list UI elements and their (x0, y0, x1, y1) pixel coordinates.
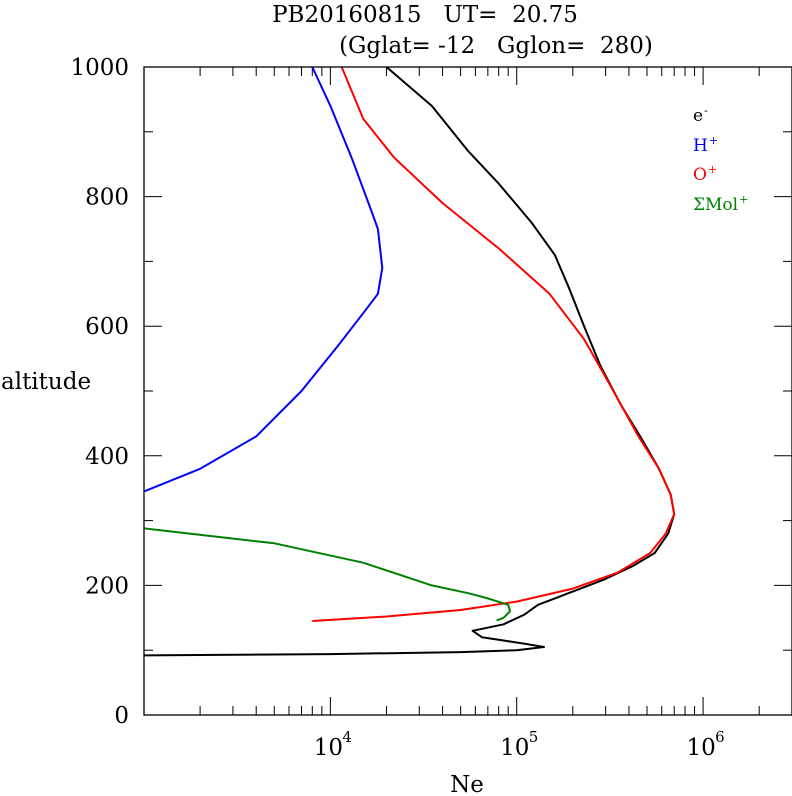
x-tick-label: 10 (500, 735, 529, 761)
x-tick-label-exponent: 6 (715, 728, 725, 746)
legend-item: e (693, 106, 703, 126)
y-tick-label: 1000 (70, 55, 129, 81)
y-tick-label: 600 (85, 314, 129, 340)
x-tick-label: 10 (314, 735, 343, 761)
y-axis-label: altitude (1, 369, 91, 395)
series-line-oxygen-ion (312, 67, 676, 622)
series-line-electron (144, 67, 676, 657)
legend-item-superscript: - (704, 104, 708, 117)
chart-title-line1: PB20160815 UT= 20.75 (272, 2, 578, 28)
legend-item: ΣMol (693, 195, 738, 215)
series-line-molecular-ions (144, 527, 511, 622)
x-axis-label: Ne (450, 772, 484, 796)
legend-item: O (693, 165, 707, 185)
x-tick-label-exponent: 5 (529, 728, 539, 746)
legend-item-superscript: + (709, 134, 718, 147)
y-tick-label: 0 (114, 703, 129, 729)
plot-frame (143, 66, 792, 716)
y-tick-label: 800 (85, 185, 129, 211)
x-tick-label-exponent: 4 (342, 728, 352, 746)
y-tick-label: 400 (85, 444, 129, 470)
series-line-hydrogen-ion (144, 67, 384, 493)
x-tick-labels: 10 4 10 5 10 6 (314, 728, 725, 761)
series-layer (144, 67, 676, 657)
y-tick-labels: 0 200 400 600 800 1000 (70, 55, 129, 729)
legend-item: H (693, 136, 708, 156)
x-tick-label: 10 (686, 735, 715, 761)
legend-item-superscript: + (708, 163, 717, 176)
legend: e -H +O +ΣMol + (693, 104, 748, 215)
legend-item-superscript: + (739, 193, 748, 206)
y-tick-label: 200 (85, 573, 129, 599)
chart-title-line2: (Gglat= -12 Gglon= 280) (339, 33, 653, 59)
